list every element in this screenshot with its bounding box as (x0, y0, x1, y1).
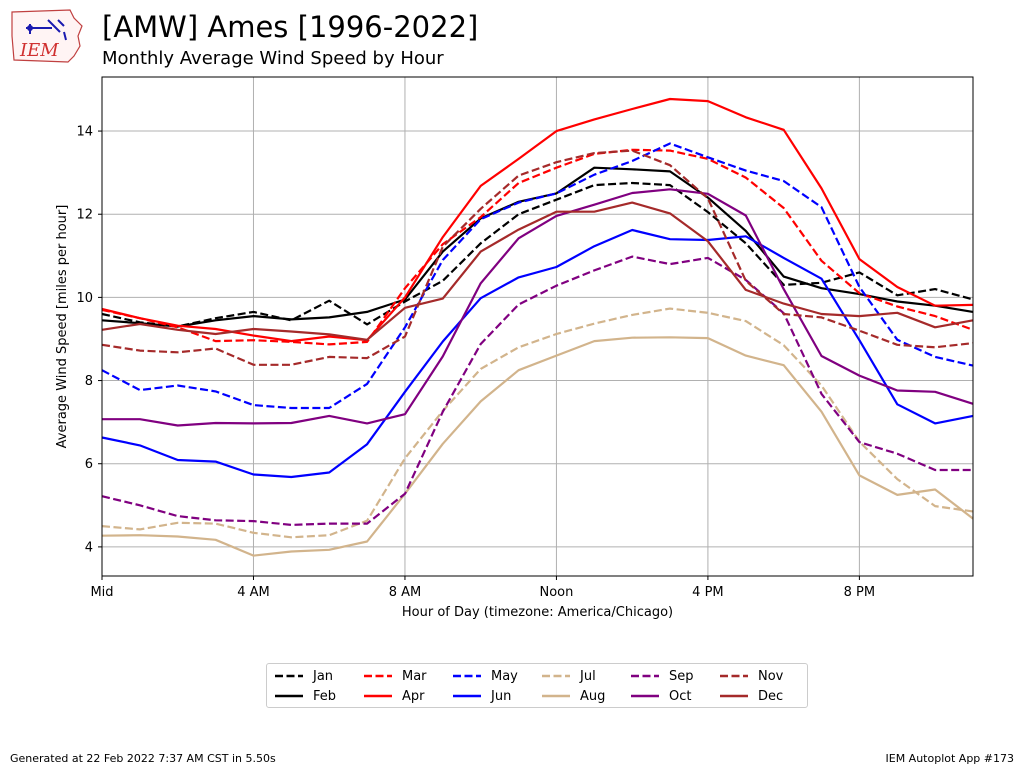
series-line-aug (101, 336, 974, 557)
legend-label: Jun (491, 688, 512, 704)
y-tick-label: 12 (76, 208, 93, 223)
legend-swatch (720, 694, 748, 698)
legend-item-dec: Dec (718, 687, 783, 705)
y-tick-label: 14 (76, 125, 93, 140)
legend-swatch (275, 674, 303, 678)
series-line-oct (102, 188, 974, 427)
legend-item-jan: Jan (273, 667, 333, 685)
legend-item-aug: Aug (540, 687, 605, 705)
logo-text: IEM (19, 40, 59, 61)
wind-speed-chart: Mid 4 AM 8 AM Noon 4 PM 8 PM 4 6 8 10 12 14 Hour of … (55, 76, 974, 620)
legend-item-oct: Oct (629, 687, 691, 705)
series-line-jun (101, 228, 974, 479)
x-tick-label: Noon (539, 585, 573, 600)
legend-swatch (364, 694, 392, 698)
legend-item-jun: Jun (451, 687, 511, 705)
chart-title: [AMW] Ames [1996-2022] (102, 10, 479, 44)
y-tick-label: 8 (85, 374, 93, 389)
legend-label: Feb (313, 688, 337, 704)
legend-label: Mar (402, 668, 427, 684)
legend-swatch (631, 694, 659, 698)
legend: Jan Feb Mar Apr May Jun Jul Aug Sep Oct Nov Dec (266, 663, 808, 708)
legend-swatch (631, 674, 659, 678)
x-tick-label: Mid (90, 585, 113, 600)
series-line-jul (101, 307, 974, 539)
legend-swatch (720, 674, 748, 678)
app-id: IEM Autoplot App #173 (885, 752, 1015, 765)
series-line-jan (101, 181, 974, 328)
series-line-may (101, 142, 974, 410)
y-tick-label: 4 (85, 540, 93, 555)
series-line-sep (101, 255, 973, 527)
legend-swatch (364, 674, 392, 678)
legend-item-nov: Nov (718, 667, 783, 685)
legend-swatch (453, 674, 481, 678)
generated-timestamp: Generated at 22 Feb 2022 7:37 AM CST in … (10, 752, 276, 765)
legend-item-may: May (451, 667, 518, 685)
series-line-feb (101, 166, 974, 328)
legend-label: Aug (580, 688, 606, 704)
legend-item-jul: Jul (540, 667, 596, 685)
legend-label: Jan (313, 668, 334, 684)
legend-swatch (275, 694, 303, 698)
legend-swatch (542, 694, 570, 698)
series-line-apr (101, 97, 974, 343)
legend-swatch (542, 674, 570, 678)
weather-symbol-dot (27, 25, 33, 31)
x-axis-label: Hour of Day (timezone: America/Chicago) (402, 605, 673, 620)
legend-label: Dec (758, 688, 784, 704)
legend-label: Apr (402, 688, 425, 704)
x-tick-label: 4 PM (692, 585, 723, 600)
legend-swatch (453, 694, 481, 698)
iowa-state-outline (11, 9, 83, 63)
x-tick-label: 4 AM (237, 585, 270, 600)
legend-item-sep: Sep (629, 667, 694, 685)
legend-label: Oct (669, 688, 692, 704)
legend-label: Nov (758, 668, 784, 684)
legend-label: May (491, 668, 518, 684)
y-tick-label: 6 (85, 457, 93, 472)
series-line-mar (101, 148, 974, 346)
legend-item-mar: Mar (362, 667, 427, 685)
x-tick-label: 8 AM (389, 585, 422, 600)
y-tick-label: 10 (76, 291, 93, 306)
y-axis-label: Average Wind Speed [miles per hour] (55, 205, 70, 449)
series-line-dec (101, 201, 974, 341)
legend-item-feb: Feb (273, 687, 336, 705)
series-line-nov (101, 149, 974, 366)
legend-item-apr: Apr (362, 687, 425, 705)
legend-label: Jul (580, 668, 596, 684)
iem-logo: IEM (11, 9, 83, 63)
legend-label: Sep (669, 668, 694, 684)
x-tick-label: 8 PM (844, 585, 875, 600)
chart-subtitle: Monthly Average Wind Speed by Hour (102, 48, 444, 69)
plot-frame (101, 76, 974, 577)
